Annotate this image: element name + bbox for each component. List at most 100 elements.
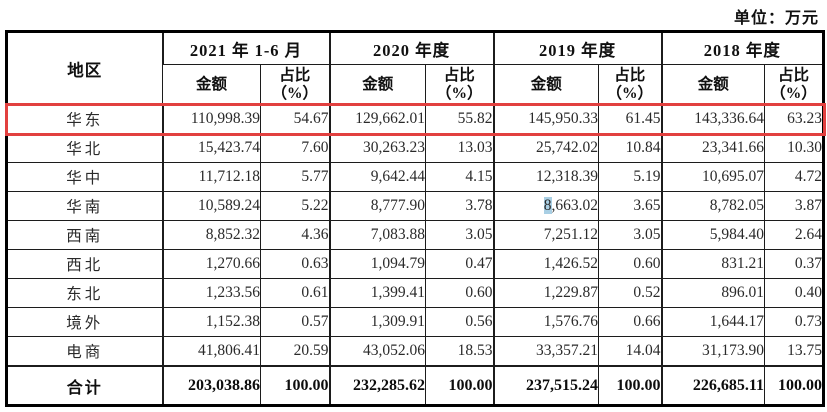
amount-cell: 1,229.87 [492,278,599,308]
ratio-cell: 4.15 [425,162,494,192]
table-row: 西北 1,270.66 0.63 1,094.79 0.47 1,426.52 0.60 83… [6,249,824,279]
ratio-header-line1: 占比 [777,66,809,84]
ratio-cell: 100.00 [764,365,824,406]
ratio-cell: 3.65 [598,191,662,221]
amount-cell: 25,742.02 [492,133,599,163]
amount-cell: 41,806.41 [161,336,261,367]
amount-cell: 11,712.18 [161,162,261,192]
amount-cell: 7,251.12 [492,220,599,250]
ratio-cell: 55.82 [425,104,494,134]
ratio-cell: 61.45 [598,104,662,134]
amount-cell: 8,782.05 [660,191,765,221]
amount-cell: 831.21 [660,249,765,279]
ratio-header: 占比 （%） [764,64,824,105]
ratio-cell: 0.73 [764,307,824,337]
ratio-cell: 13.03 [425,133,494,163]
total-row: 合计 203,038.86 100.00 232,285.62 100.00 237,51… [6,365,824,406]
unit-label: 单位：万元 [733,10,819,27]
ratio-cell: 0.60 [598,249,662,279]
region-cell: 华北 [6,133,163,163]
amount-cell: 1,309.91 [328,307,426,337]
ratio-cell: 3.87 [764,191,824,221]
ratio-header-line2: （%） [770,84,817,102]
table-row: 西南 8,852.32 4.36 7,083.88 3.05 7,251.12 3.05 5,… [6,220,824,250]
amount-cell: 15,423.74 [161,133,261,163]
amount-cell: 110,998.39 [161,104,261,134]
amount-cell: 7,083.88 [328,220,426,250]
region-column-header: 地区 [6,31,163,105]
amount-cell: 8,663.02 [492,191,599,221]
amount-header: 金额 [162,64,261,105]
ratio-cell: 0.60 [425,278,494,308]
amount-cell: 232,285.62 [328,365,426,406]
ratio-cell: 0.47 [425,249,494,279]
amount-cell: 1,094.79 [328,249,426,279]
amount-cell: 8,852.32 [161,220,261,250]
ratio-cell: 5.77 [260,162,330,192]
table-row: 境外 1,152.38 0.57 1,309.91 0.56 1,576.76 0.66 1,… [6,307,824,337]
amount-header: 金额 [660,64,765,105]
table-row: 华东 110,998.39 54.67 129,662.01 55.82 145,950.… [4,102,826,136]
year-group-2019: 2019 年度 [492,31,662,65]
amount-cell: 1,644.17 [660,307,765,337]
amount-cell: 43,052.06 [328,336,426,367]
ratio-header: 占比 （%） [598,64,662,105]
region-cell: 华中 [6,162,163,192]
ratio-cell: 18.53 [425,336,494,367]
ratio-cell: 0.56 [425,307,494,337]
ratio-cell: 20.59 [260,336,330,367]
amount-cell: 1,576.76 [492,307,599,337]
ratio-cell: 13.75 [764,336,824,367]
ratio-header: 占比 （%） [425,64,494,105]
table-row: 华北 15,423.74 7.60 30,263.23 13.03 25,742.02 10… [6,133,824,163]
ratio-cell: 10.84 [598,133,662,163]
year-group-2021: 2021 年 1-6 月 [161,31,330,65]
ratio-header-line1: 占比 [279,66,311,84]
year-group-2018: 2018 年度 [660,31,824,65]
ratio-cell: 0.52 [598,278,662,308]
amount-cell: 8,777.90 [328,191,426,221]
table-row: 华南 10,589.24 5.22 8,777.90 3.78 8,663.02 3.65 8… [6,191,824,221]
amount-cell: 1,270.66 [161,249,261,279]
ratio-cell: 0.57 [260,307,330,337]
amount-cell: 896.01 [660,278,765,308]
ratio-cell: 0.40 [764,278,824,308]
ratio-cell: 100.00 [425,365,494,406]
amount-cell: 143,336.64 [660,104,765,134]
ratio-cell: 4.36 [260,220,330,250]
region-cell: 华东 [6,104,163,134]
ratio-cell: 3.05 [425,220,494,250]
amount-cell: 237,515.24 [492,365,599,406]
selected-text: 8 [543,197,552,214]
ratio-header-line1: 占比 [614,66,646,84]
year-group-2020: 2020 年度 [328,31,494,65]
amount-cell: 129,662.01 [328,104,426,134]
amount-cell: 30,263.23 [328,133,426,163]
table-row: 电商 41,806.41 20.59 43,052.06 18.53 33,357.21 1… [6,336,824,367]
amount-cell: 23,341.66 [660,133,765,163]
region-cell: 华南 [6,191,163,221]
ratio-cell: 3.78 [425,191,494,221]
ratio-cell: 3.05 [598,220,662,250]
ratio-cell: 2.64 [764,220,824,250]
ratio-header-line1: 占比 [443,66,475,84]
amount-cell: 1,426.52 [492,249,599,279]
region-cell: 境外 [6,307,163,337]
ratio-cell: 0.37 [764,249,824,279]
amount-cell: 1,152.38 [161,307,261,337]
amount-cell: 1,233.56 [161,278,261,308]
amount-cell: 10,695.07 [660,162,765,192]
amount-cell: 203,038.86 [161,365,261,406]
region-cell: 合计 [6,365,163,406]
ratio-cell: 0.66 [598,307,662,337]
ratio-cell: 10.30 [764,133,824,163]
ratio-cell: 14.04 [598,336,662,367]
amount-cell: 145,950.33 [492,104,599,134]
table-row: 华中 11,712.18 5.77 9,642.44 4.15 12,318.39 5.19… [6,162,824,192]
amount-cell: 10,589.24 [161,191,261,221]
amount-header: 金额 [328,64,426,105]
amount-cell: 226,685.11 [660,365,765,406]
ratio-cell: 100.00 [598,365,662,406]
ratio-header: 占比 （%） [260,64,330,105]
ratio-cell: 0.63 [260,249,330,279]
